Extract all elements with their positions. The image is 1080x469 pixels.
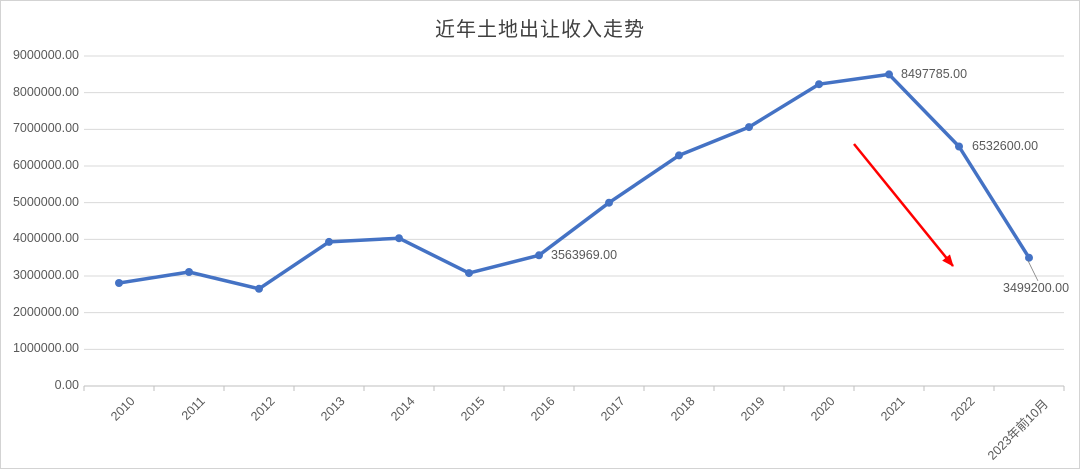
data-label-2021: 8497785.00 [901,67,968,81]
data-label-2023: 3499200.00 [1003,281,1070,295]
data-point-marker [745,123,753,132]
y-axis-tick-label: 6000000.00 [12,158,79,172]
data-point-marker [255,284,263,293]
data-point-marker [535,251,543,260]
data-point-marker [955,142,963,151]
data-label-2016: 3563969.00 [551,248,618,262]
data-label-2022: 6532600.00 [972,139,1039,153]
data-point-marker [605,198,613,207]
data-point-marker [325,237,333,246]
y-axis-tick-label: 9000000.00 [12,48,79,62]
decline-arrow-annotation [853,143,954,267]
data-point-marker [815,80,823,89]
data-point-marker [885,70,893,79]
y-axis-tick-label: 3000000.00 [12,268,79,282]
y-axis-tick-label: 2000000.00 [12,304,79,319]
leader-line [1027,260,1039,282]
y-axis-tick-label: 0.00 [54,378,79,392]
data-point-marker [465,269,473,278]
chart-title: 近年土地出让收入走势 [435,19,645,41]
data-point-marker [1025,253,1033,262]
data-point-marker [115,279,123,287]
data-point-marker [395,234,403,243]
y-axis-tick-label: 1000000.00 [12,341,79,356]
y-axis-tick-label: 5000000.00 [12,194,79,209]
y-axis-tick-label: 8000000.00 [12,84,79,99]
data-point-marker [185,268,193,276]
series-line [117,72,1031,291]
data-point-marker [675,151,683,160]
y-axis-tick-label: 4000000.00 [12,231,79,246]
y-axis-tick-label: 7000000.00 [12,121,79,136]
